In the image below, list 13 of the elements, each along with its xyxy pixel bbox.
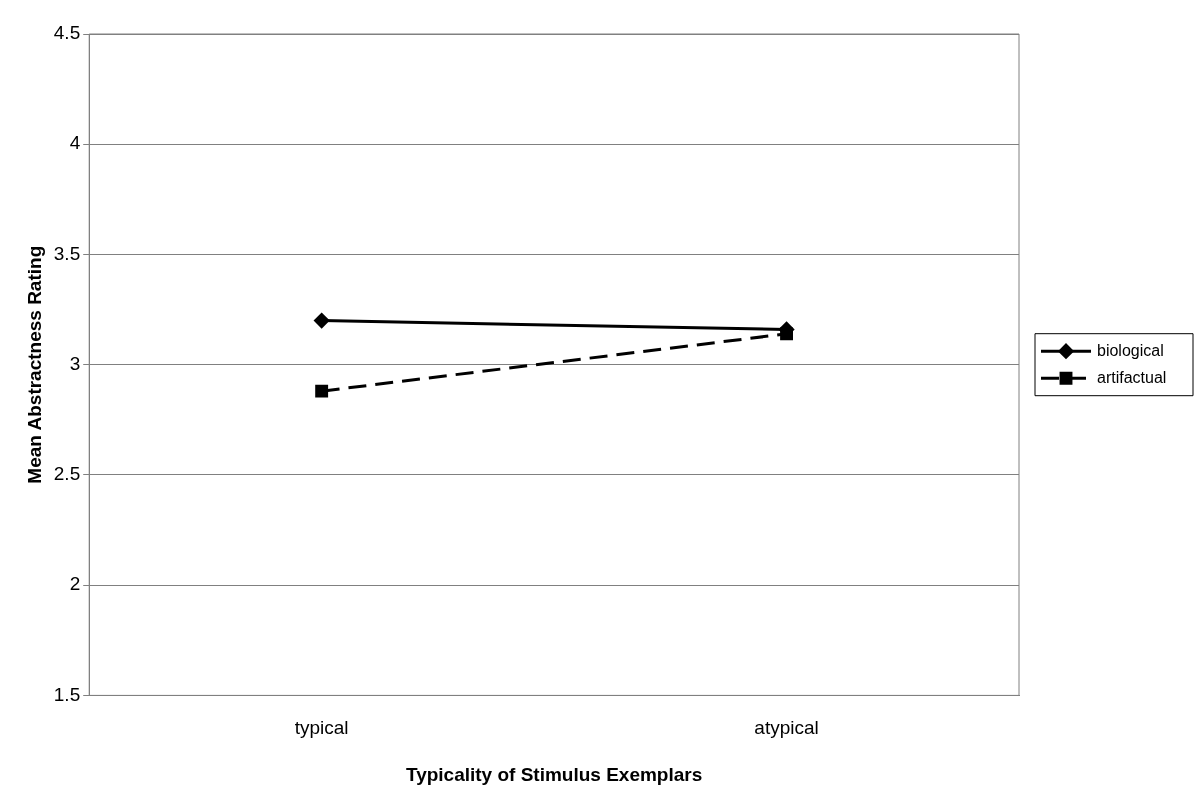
x-axis-title: Typicality of Stimulus Exemplars [405,763,703,785]
y-tick-label: 3.5 [53,242,81,264]
legend-label: biological [1097,341,1164,359]
y-tick-label: 2.5 [53,463,81,485]
x-tick-label: typical [294,717,349,739]
y-tick-label: 4 [69,132,81,154]
legend-label: artifactual [1097,368,1167,386]
y-tick-label: 2 [69,573,81,595]
y-tick-label: 3 [69,352,81,374]
y-axis-title: Mean Abstractness Rating [23,245,45,484]
y-tick-label: 4.5 [53,22,81,44]
y-tick-label: 1.5 [53,683,81,705]
x-tick-label: atypical [754,717,819,739]
